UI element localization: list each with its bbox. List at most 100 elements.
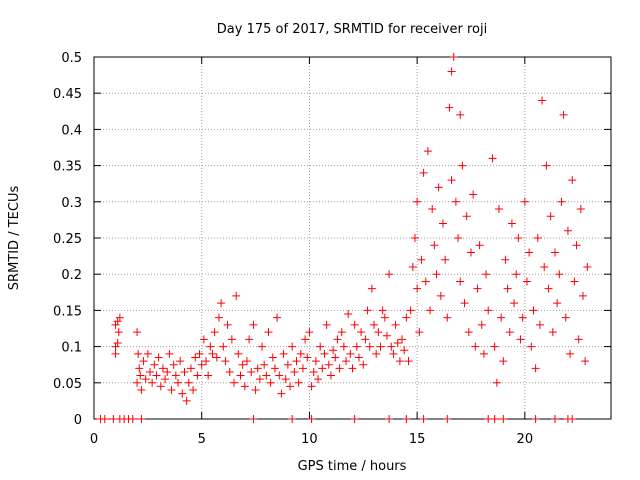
data-point (277, 389, 286, 398)
data-point (273, 313, 282, 322)
data-point (469, 190, 478, 199)
data-point (253, 364, 262, 373)
data-point (398, 335, 407, 344)
data-point (324, 360, 333, 369)
data-point (494, 205, 503, 214)
data-point (357, 328, 366, 337)
data-point (385, 415, 394, 423)
data-point (436, 291, 445, 300)
data-point (477, 320, 486, 329)
y-tick-label: 0.45 (53, 87, 82, 102)
data-point (570, 277, 579, 286)
data-point (320, 349, 329, 358)
data-point (316, 342, 325, 351)
data-point (152, 371, 161, 380)
data-point (456, 110, 465, 119)
data-point (339, 342, 348, 351)
data-point (380, 313, 389, 322)
data-point (535, 320, 544, 329)
data-point (503, 284, 512, 293)
data-point (548, 328, 557, 337)
data-point (335, 364, 344, 373)
data-point (378, 306, 387, 315)
data-point (454, 234, 463, 242)
data-point (186, 364, 195, 373)
data-point (232, 291, 241, 300)
data-point (458, 161, 467, 170)
data-point (426, 306, 435, 315)
data-point (234, 349, 243, 358)
data-point (294, 378, 303, 387)
data-point (331, 353, 340, 362)
y-tick-label: 0.2 (61, 268, 82, 283)
data-point (154, 353, 163, 362)
y-tick-label: 0.25 (53, 232, 82, 247)
data-point (182, 396, 191, 405)
data-point (451, 197, 460, 206)
data-point (275, 371, 284, 380)
data-point (245, 335, 254, 344)
data-point (210, 328, 219, 337)
data-point (402, 415, 411, 423)
data-point (136, 371, 145, 380)
data-point (514, 234, 523, 242)
data-point (288, 342, 297, 351)
data-point (490, 342, 499, 351)
data-point (568, 415, 577, 423)
data-point (212, 353, 221, 362)
data-point (466, 248, 475, 257)
data-point (249, 415, 258, 423)
data-point (146, 367, 155, 376)
data-point (184, 378, 193, 387)
data-point (301, 335, 310, 344)
data-point (367, 284, 376, 293)
data-point (219, 342, 228, 351)
data-point (189, 386, 198, 395)
data-point (576, 205, 585, 214)
data-point (163, 367, 172, 376)
data-point (419, 415, 428, 423)
data-point (133, 328, 142, 337)
data-point (204, 371, 213, 380)
data-point (135, 364, 144, 373)
data-point (137, 386, 146, 395)
data-point (490, 415, 499, 423)
axis-ticks: 0 0.05 0.1 0.15 0.2 0.25 0.3 0.35 0.4 0.45 0.5 0 5 10… (53, 51, 611, 447)
data-point (518, 313, 527, 322)
data-point (329, 346, 338, 355)
data-point (268, 353, 277, 362)
data-point (350, 415, 359, 423)
data-point (296, 349, 305, 358)
data-point (473, 284, 482, 293)
data-point (402, 313, 411, 322)
data-point (279, 349, 288, 358)
data-point (176, 357, 185, 366)
data-point (236, 371, 245, 380)
data-point (242, 357, 251, 366)
data-point (475, 241, 484, 250)
data-point (359, 360, 368, 369)
data-point (568, 176, 577, 185)
x-axis-label: GPS time / hours (298, 459, 407, 474)
data-point (456, 277, 465, 286)
data-point (559, 110, 568, 119)
x-tick-label: 20 (517, 432, 534, 447)
data-point (260, 360, 269, 369)
data-point (443, 313, 452, 322)
data-point (410, 234, 419, 242)
data-point (497, 313, 506, 322)
data-point (471, 342, 480, 351)
data-point (350, 320, 359, 329)
data-point (314, 375, 323, 384)
data-point (307, 415, 316, 423)
data-point (555, 270, 564, 279)
data-point (225, 367, 234, 376)
data-point (230, 378, 239, 387)
data-point (520, 197, 529, 206)
data-point (544, 284, 553, 293)
data-point (438, 219, 447, 228)
data-point (202, 357, 211, 366)
data-point (240, 382, 249, 391)
y-tick-label: 0.35 (53, 160, 82, 175)
